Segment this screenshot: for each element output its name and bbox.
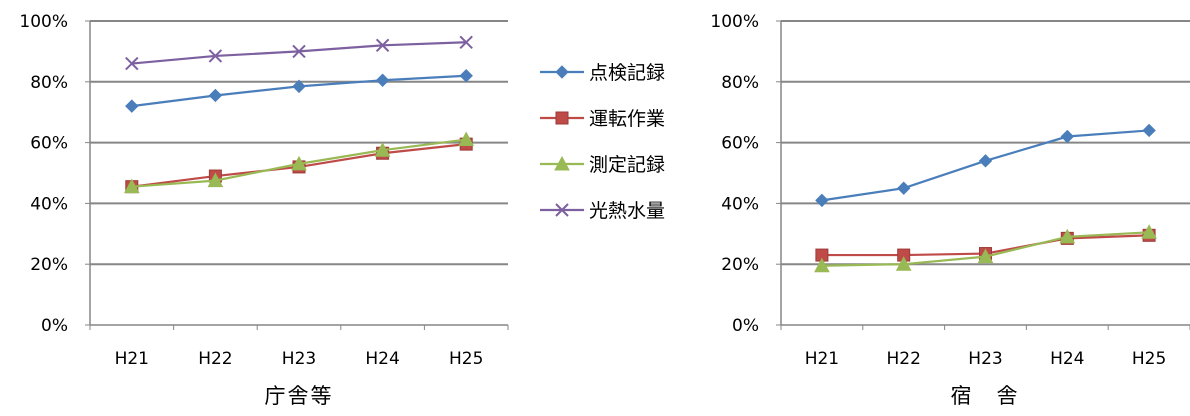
data-point — [375, 73, 390, 87]
legend-label: 光熱水量 — [589, 200, 665, 222]
legend-label: 点検記録 — [589, 62, 665, 84]
data-point — [1060, 129, 1075, 144]
x-tick-label: H22 — [198, 349, 232, 369]
y-tick-label: 20% — [721, 255, 759, 275]
x-tick-label: H22 — [886, 349, 920, 369]
data-point — [458, 131, 475, 147]
data-point — [208, 88, 223, 103]
data-point — [896, 181, 911, 195]
legend-item: 測定記録 — [540, 154, 665, 176]
legend-label: 運転作業 — [589, 108, 665, 130]
data-point — [374, 142, 391, 157]
data-point — [125, 56, 139, 71]
series-3 — [125, 35, 473, 71]
y-tick-label: 40% — [721, 194, 759, 214]
data-point — [1142, 123, 1156, 138]
data-point — [895, 256, 912, 271]
x-tick-label: H21 — [805, 349, 839, 369]
x-tick-label: H25 — [1132, 349, 1166, 369]
y-tick-label: 100% — [710, 12, 759, 32]
x-axis-title: 宿 舎 — [951, 384, 1020, 408]
data-point — [814, 257, 830, 273]
x-tick-label: H25 — [449, 349, 483, 369]
series-0 — [125, 69, 473, 113]
y-tick-label: 0% — [732, 316, 759, 336]
data-point — [1141, 224, 1157, 239]
data-point — [207, 172, 224, 188]
x-axis-title: 庁舎等 — [265, 384, 334, 408]
data-point — [292, 44, 306, 59]
series-line — [131, 41, 467, 65]
legend-item: 点検記録 — [540, 62, 665, 84]
chart-right: 0% 20% 40% 60% 80% 100% H21 H22 H23 H24 H25 宿 舎 — [710, 12, 1190, 408]
legend-item: 運転作業 — [540, 108, 665, 130]
y-tick-label: 60% — [30, 134, 68, 154]
y-tick-label: 0% — [41, 316, 68, 336]
y-tick-label: 100% — [19, 12, 68, 32]
x-tick-label: H24 — [1050, 349, 1084, 369]
data-point — [123, 178, 140, 194]
x-tick-label: H23 — [968, 349, 1002, 369]
x-tick-label: H23 — [282, 349, 316, 369]
series-2 — [814, 224, 1157, 273]
y-tick-label: 60% — [721, 134, 759, 154]
data-point — [459, 35, 473, 49]
data-point — [459, 69, 473, 83]
series-2 — [123, 131, 475, 194]
data-point — [978, 154, 993, 168]
legend-marker — [555, 203, 569, 217]
chart-left: 0% 20% 40% 60% 80% 100% H21 H22 H23 H24 H25 庁舎等 点検記録… — [19, 12, 665, 408]
y-tick-label: 40% — [30, 194, 68, 214]
y-tick-label: 80% — [721, 73, 759, 93]
x-tick-label: H24 — [365, 349, 399, 369]
y-tick-label: 80% — [30, 73, 68, 93]
data-point — [977, 248, 994, 264]
data-point — [125, 99, 139, 113]
data-point — [291, 155, 307, 171]
data-point — [1059, 228, 1076, 244]
legend-marker — [555, 65, 569, 79]
data-point — [208, 49, 223, 63]
legend-marker — [555, 111, 569, 125]
legend-marker — [554, 155, 570, 171]
series-0 — [815, 123, 1156, 208]
legend-item: 光熱水量 — [540, 200, 665, 222]
data-point — [375, 38, 390, 53]
data-point — [815, 193, 829, 208]
legend-label: 測定記録 — [589, 154, 665, 176]
x-tick-label: H21 — [115, 349, 149, 369]
y-tick-label: 20% — [30, 255, 68, 275]
data-point — [292, 79, 306, 94]
